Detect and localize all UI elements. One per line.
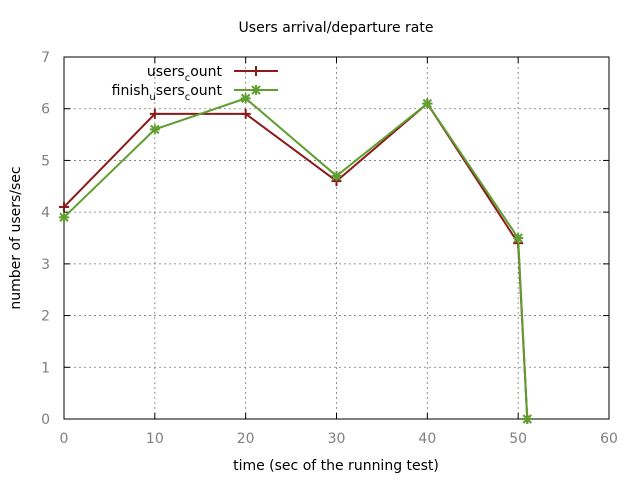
finish-users-count-point-2 [240, 93, 251, 104]
y-tick-label: 2 [41, 309, 50, 325]
users-count-point-2 [240, 108, 251, 119]
chart-grid [64, 57, 609, 419]
finish-users-count-point-4 [422, 98, 433, 109]
legend-finish-tail2: ount [190, 83, 222, 99]
y-tick-label: 0 [41, 412, 50, 428]
chart-axes: 0 10 20 30 40 50 60 0 1 2 3 4 5 6 7 [41, 50, 618, 447]
y-axis-label: number of users/sec [8, 166, 24, 309]
chart-title: Users arrival/departure rate [239, 20, 434, 36]
marker-diagonal-b [59, 212, 69, 223]
legend-finish-tail: sers [156, 83, 185, 99]
legend-label-users-count: userscount [147, 64, 223, 84]
y-tick-label: 1 [41, 360, 50, 376]
legend: userscount finishuserscount [112, 64, 278, 103]
marker-diagonal-b [240, 93, 251, 104]
y-tick-label: 6 [41, 102, 50, 118]
x-tick-label: 50 [509, 431, 527, 447]
x-tick-label: 40 [418, 431, 436, 447]
legend-finish-sub2: c [185, 92, 191, 103]
x-tick-label: 60 [600, 431, 618, 447]
legend-label-finish-users-count: finishuserscount [112, 83, 223, 103]
finish-users-count-point-5 [513, 233, 524, 243]
y-tick-label: 7 [41, 50, 50, 66]
y-tick-label: 5 [41, 153, 50, 169]
finish-users-count-point-3 [331, 170, 342, 181]
y-tick-label: 3 [41, 257, 50, 273]
legend-marker-finish-users-count [251, 85, 261, 95]
x-tick-label: 0 [60, 431, 69, 447]
marker-diagonal-b [150, 124, 160, 135]
y-tick-label: 4 [41, 205, 50, 221]
legend-marker-users-count [251, 66, 261, 76]
finish-users-count-point-1 [149, 124, 160, 135]
marker-diagonal-b [422, 98, 433, 109]
marker-diagonal-b [513, 233, 523, 243]
finish-users-count-point-0 [59, 212, 69, 223]
legend-finish-sub: u [149, 92, 155, 103]
chart-series-layer [59, 93, 533, 424]
series-line-finish-users-count [63, 97, 529, 420]
x-axis-label: time (sec of the running test) [233, 458, 439, 474]
x-tick-label: 20 [237, 431, 255, 447]
users-count-point-1 [149, 108, 160, 119]
legend-users-tail: ount [190, 64, 222, 80]
finish-users-count-point-6 [522, 414, 533, 424]
users-count-point-0 [59, 201, 69, 212]
marker-diagonal-b [522, 414, 532, 424]
x-tick-label: 30 [328, 431, 346, 447]
x-tick-label: 10 [146, 431, 164, 447]
marker-diagonal-b [331, 171, 342, 181]
legend-users-main: users [147, 64, 185, 80]
plot-frame [63, 56, 610, 420]
legend-users-sub: c [185, 73, 191, 84]
legend-finish-main: finish [112, 83, 150, 99]
